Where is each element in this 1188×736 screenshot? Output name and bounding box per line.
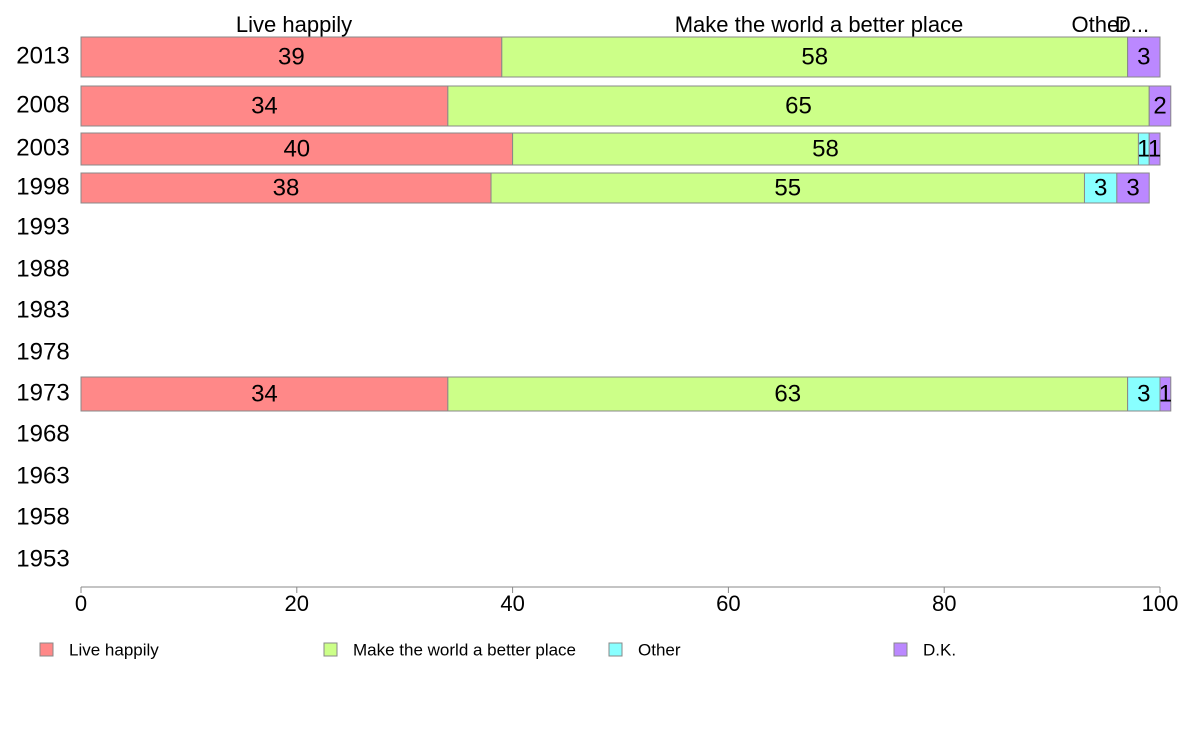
bar-segment-1973-2	[447, 376, 1129, 412]
bar-value-label-2003-3: 1	[1137, 135, 1150, 162]
year-label-1963: 1963	[16, 462, 69, 489]
bar-value-label-2008-2: 65	[785, 92, 812, 119]
bar-value-label-2003-2: 58	[812, 135, 839, 162]
bar-segment-2008-2	[447, 85, 1150, 127]
bar-segment-2003-2	[512, 132, 1139, 166]
bar-value-label-2008-4: 2	[1153, 92, 1166, 119]
legend-label-3: Other	[638, 640, 681, 659]
x-tick-label-80: 80	[932, 591, 956, 616]
legend-swatch-1	[39, 642, 54, 657]
legend-swatch-2	[323, 642, 338, 657]
year-label-1983: 1983	[16, 296, 69, 323]
bar-value-label-1973-2: 63	[774, 380, 801, 407]
bar-segment-2008-4	[1148, 85, 1172, 127]
bar-value-label-2013-2: 58	[801, 43, 828, 70]
bar-value-label-2003-4: 1	[1148, 135, 1161, 162]
year-label-1968: 1968	[16, 420, 69, 447]
bar-value-label-1973-4: 1	[1159, 380, 1172, 407]
legend: Live happily Make the world a better plac…	[39, 640, 956, 659]
top-label-4: D...	[1115, 12, 1149, 37]
legend-label-1: Live happily	[69, 640, 159, 659]
bar-segment-1973-1	[80, 376, 449, 412]
year-label-2008: 2008	[16, 91, 69, 118]
legend-swatch-4	[893, 642, 908, 657]
bar-segment-1973-3	[1127, 376, 1161, 412]
top-label-1: Live happily	[236, 12, 352, 37]
year-label-1998: 1998	[16, 173, 69, 200]
legend-label-4: D.K.	[923, 640, 956, 659]
bar-value-label-1973-1: 34	[251, 380, 278, 407]
legend-label-2: Make the world a better place	[353, 640, 576, 659]
year-label-2003: 2003	[16, 134, 69, 161]
top-category-labels: Live happily Make the world a better plac…	[236, 12, 1149, 37]
legend-swatch-3	[608, 642, 623, 657]
top-label-3: Other	[1071, 12, 1126, 37]
x-tick-label-20: 20	[285, 591, 309, 616]
bar-segment-1998-4	[1116, 172, 1150, 204]
bar-segment-2003-4	[1148, 132, 1161, 166]
top-label-2: Make the world a better place	[675, 12, 964, 37]
bar-segment-2008-1	[80, 85, 449, 127]
bar-value-label-1998-3: 3	[1094, 174, 1107, 201]
x-tick-label-100: 100	[1142, 591, 1179, 616]
bar-value-label-1973-3: 3	[1137, 380, 1150, 407]
year-label-2013: 2013	[16, 42, 69, 69]
x-axis: 0 20 40 60 80 100	[75, 586, 1179, 616]
year-label-1973: 1973	[16, 379, 69, 406]
bar-value-label-2008-1: 34	[251, 92, 278, 119]
year-label-1953: 1953	[16, 545, 69, 572]
year-label-1958: 1958	[16, 503, 69, 530]
bar-segment-1998-2	[490, 172, 1085, 204]
year-label-1988: 1988	[16, 255, 69, 282]
year-label-1993: 1993	[16, 213, 69, 240]
bar-value-label-2003-1: 40	[283, 135, 310, 162]
year-axis-labels: 2013 2008 2003 1998 1993 1988 1983 1978 1973 1968…	[16, 42, 69, 572]
bar-value-label-1998-4: 3	[1126, 174, 1139, 201]
x-tick-label-40: 40	[500, 591, 524, 616]
bar-value-label-1998-2: 55	[774, 174, 801, 201]
bar-value-label-2013-4: 3	[1137, 43, 1150, 70]
x-tick-label-0: 0	[75, 591, 87, 616]
bar-segment-1973-4	[1159, 376, 1172, 412]
x-tick-label-60: 60	[716, 591, 740, 616]
bar-value-label-2013-1: 39	[278, 43, 305, 70]
bar-segment-2013-2	[501, 36, 1129, 78]
bar-segment-2003-1	[80, 132, 514, 166]
year-label-1978: 1978	[16, 338, 69, 365]
bar-segment-2013-4	[1127, 36, 1161, 78]
bar-value-label-1998-1: 38	[273, 174, 300, 201]
bar-segment-2013-1	[80, 36, 503, 78]
